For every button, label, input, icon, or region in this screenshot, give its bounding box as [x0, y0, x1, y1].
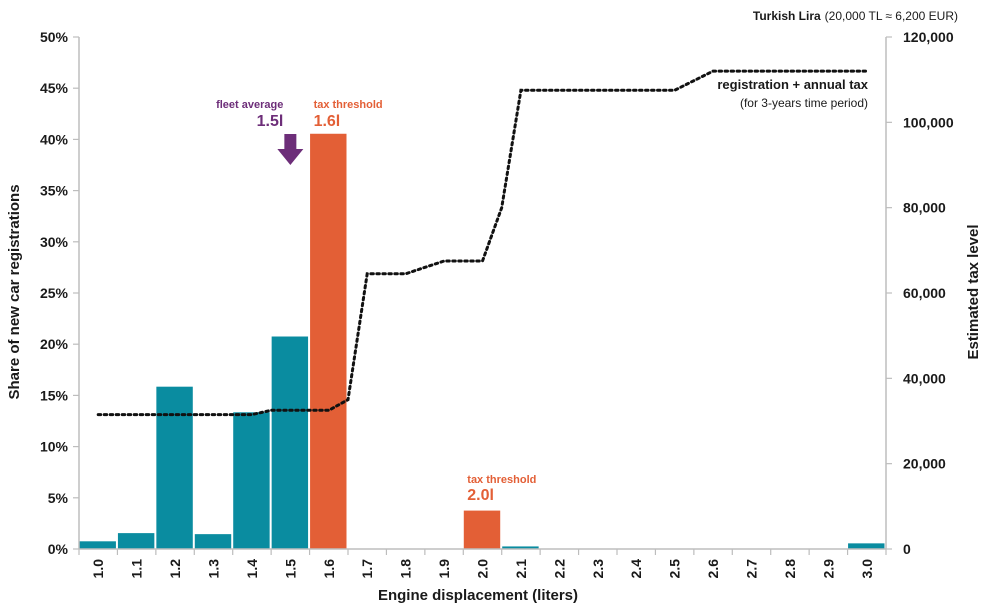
- y-tick-label: 20%: [40, 336, 69, 352]
- x-tick-label: 1.9: [436, 559, 452, 579]
- y2-tick-label: 80,000: [903, 200, 946, 216]
- y2-tick-label: 60,000: [903, 285, 946, 301]
- bar-1-5: [270, 335, 310, 550]
- x-tick-label: 2.6: [705, 559, 721, 579]
- x-tick-label: 1.7: [359, 559, 375, 579]
- y-tick-label: 50%: [40, 29, 69, 45]
- x-tick-label: 1.1: [129, 559, 145, 579]
- y-tick-label: 45%: [40, 80, 69, 96]
- x-tick-label: 2.7: [744, 559, 760, 579]
- x-tick-label: 1.0: [90, 559, 106, 579]
- legend-sub: (for 3-years time period): [740, 96, 868, 110]
- y-axis-title: Share of new car registrations: [6, 184, 23, 399]
- y-tick-label: 25%: [40, 285, 69, 301]
- bar-1-0: [78, 540, 117, 550]
- y-tick-label: 5%: [48, 490, 69, 506]
- x-tick-label: 2.1: [513, 559, 529, 579]
- bar-1-1: [116, 532, 156, 550]
- x-tick-label: 2.8: [782, 559, 798, 579]
- y2-tick-label: 0: [903, 541, 911, 557]
- y-tick-label: 35%: [40, 183, 69, 199]
- bars: [78, 132, 886, 550]
- axes: 0% 5% 10% 15% 20% 25% 30% 35% 40% 45% 50% 0 20,000 40…: [40, 29, 954, 578]
- x-tick-label: 1.5: [282, 559, 298, 579]
- x-tick-label: 1.6: [321, 559, 337, 579]
- y-tick-label: 0%: [48, 541, 69, 557]
- fleet-average-label: fleet average: [216, 99, 283, 111]
- x-tick-label: 1.8: [398, 559, 414, 579]
- top-note-bold: Turkish Lira: [753, 9, 821, 23]
- x-tick-label: 2.5: [667, 559, 683, 579]
- bar-1-2: [155, 385, 194, 550]
- x-tick-label: 1.3: [206, 559, 222, 579]
- tax-series-line: [96, 69, 869, 417]
- fleet-average-value: 1.5l: [257, 113, 284, 130]
- y2-tick-label: 40,000: [903, 370, 946, 386]
- y2-axis-title: Estimated tax level: [965, 224, 982, 359]
- y-tick-label: 15%: [40, 387, 69, 403]
- tax-line: [96, 69, 869, 417]
- bar-1-3: [193, 533, 233, 550]
- y-tick-label: 30%: [40, 234, 69, 250]
- tax-threshold-1-label: tax threshold: [314, 99, 383, 111]
- top-note-rest: (20,000 TL ≈ 6,200 EUR): [825, 9, 958, 23]
- bar-1-4: [232, 411, 271, 550]
- y2-tick-label: 20,000: [903, 456, 946, 472]
- top-note: Turkish Lira (20,000 TL ≈ 6,200 EUR): [753, 9, 958, 23]
- bar-1-6: [309, 132, 348, 550]
- x-tick-label: 1.2: [167, 559, 183, 579]
- tax-threshold-1-value: 1.6l: [314, 113, 341, 130]
- x-tick-label: 3.0: [859, 559, 875, 579]
- tax-threshold-2-value: 2.0l: [467, 487, 494, 504]
- fleet-average-arrow: [277, 134, 304, 165]
- x-tick-label: 2.0: [475, 559, 491, 579]
- legend-title: registration + annual tax: [717, 77, 868, 92]
- annotations: fleet average 1.5l tax threshold 1.6l tax th…: [216, 99, 536, 504]
- y2-tick-label: 100,000: [903, 114, 954, 130]
- x-tick-label: 2.2: [551, 559, 567, 579]
- x-tick-label: 1.4: [244, 559, 260, 579]
- y-tick-label: 40%: [40, 131, 69, 147]
- x-tick-label: 2.4: [628, 559, 644, 579]
- y-tick-label: 10%: [40, 439, 69, 455]
- x-axis-title: Engine displacement (liters): [378, 587, 578, 604]
- x-tick-label: 2.3: [590, 559, 606, 579]
- y2-tick-label: 120,000: [903, 29, 954, 45]
- x-tick-label: 2.9: [820, 559, 836, 579]
- bar-3-0: [847, 542, 886, 550]
- bar-2-0: [462, 509, 502, 550]
- tax-threshold-2-label: tax threshold: [467, 474, 536, 486]
